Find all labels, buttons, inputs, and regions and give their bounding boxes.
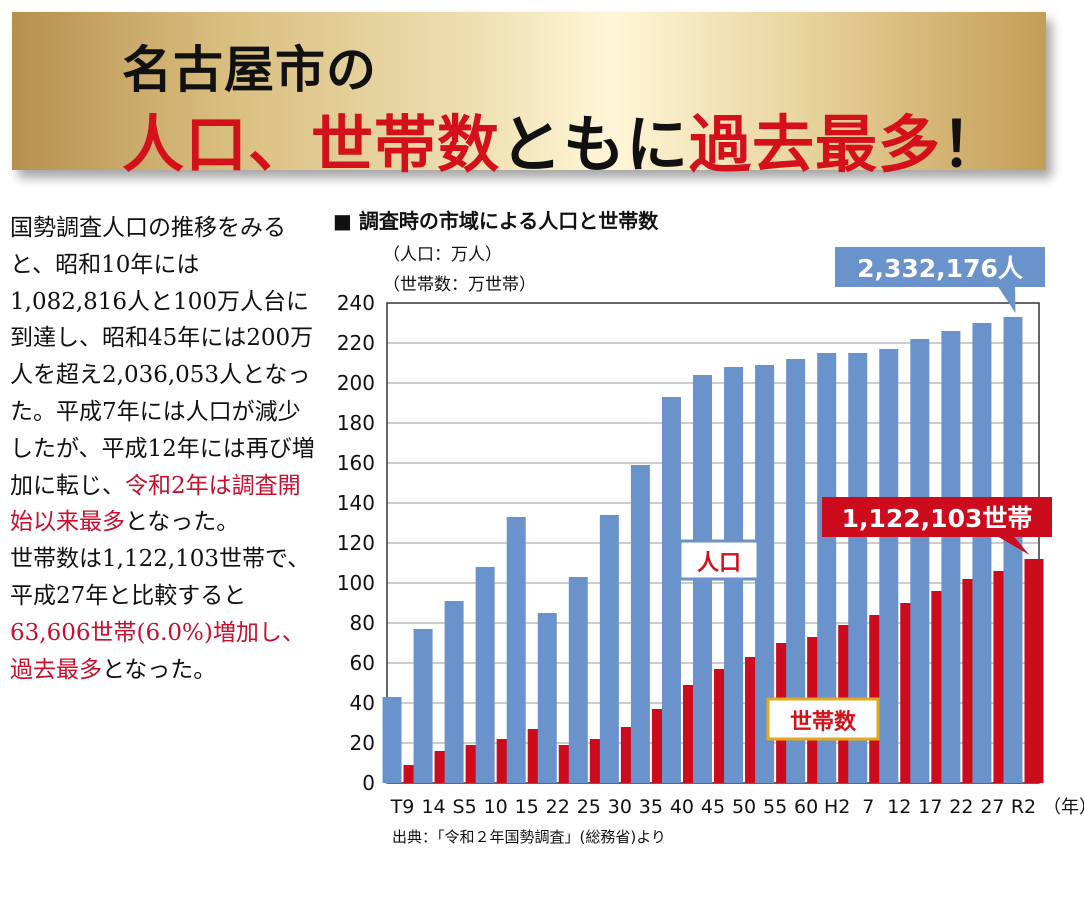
households-label-text: 世帯数 — [790, 709, 857, 735]
y-tick-label: 240 — [337, 291, 375, 315]
y-tick-label: 200 — [337, 371, 375, 395]
x-tick-label: R2 — [1011, 796, 1036, 818]
header-title-exclamation: ！ — [941, 108, 1005, 181]
y-tick-label: 20 — [350, 731, 375, 755]
header-title-record-high: 過去最多 — [689, 108, 942, 181]
x-tick-label: 27 — [980, 796, 1004, 818]
population-bar — [382, 697, 402, 783]
households-bar — [1024, 559, 1044, 783]
households-label-box — [766, 697, 880, 741]
population-bar — [817, 353, 837, 783]
body-text-population: 国勢調査人口の推移をみると、昭和10年には1,082,816人と100万人台に到… — [10, 215, 315, 499]
population-callout-pointer — [995, 282, 1016, 313]
header-title-line1: 名古屋市の — [122, 41, 377, 99]
y-tick-label: 160 — [337, 451, 375, 475]
population-bar — [941, 331, 961, 783]
population-bar — [879, 349, 899, 783]
x-unit-label: （年） — [1043, 797, 1084, 818]
y-tick-label: 120 — [337, 531, 375, 555]
unit-population: （人口：万人） — [383, 245, 502, 265]
y-tick-label: 180 — [337, 411, 375, 435]
population-bar — [848, 353, 868, 783]
x-tick-label: T9 — [390, 796, 415, 818]
population-bar — [630, 465, 650, 783]
population-label-text: 人口 — [697, 551, 741, 576]
population-bar — [537, 613, 557, 783]
x-tick-label: 40 — [670, 796, 694, 818]
source-note: 出典：「令和２年国勢調査」(総務省)より — [392, 828, 666, 846]
body-text-households-end: となった。 — [102, 656, 217, 683]
population-bar — [972, 323, 992, 783]
population-bar — [755, 365, 775, 783]
population-bar — [786, 359, 806, 783]
x-tick-label: 12 — [887, 796, 911, 818]
x-tick-label: 22 — [546, 796, 570, 818]
body-text-households-highlight: 63,606世帯(6.0%)増加し、過去最多 — [10, 619, 305, 683]
population-bar — [568, 577, 588, 783]
x-tick-label: 14 — [421, 796, 445, 818]
chart-title: ■ 調査時の市域による人口と世帯数 — [333, 209, 659, 233]
y-tick-label: 60 — [350, 651, 375, 675]
x-tick-label: 22 — [949, 796, 973, 818]
population-bar — [910, 339, 930, 783]
population-bar — [1003, 317, 1023, 783]
x-tick-label: 10 — [484, 796, 508, 818]
population-bar — [599, 515, 619, 783]
x-tick-label: H2 — [824, 796, 850, 818]
y-tick-label: 40 — [350, 691, 375, 715]
population-callout-box — [835, 247, 1045, 287]
x-tick-label: 50 — [732, 796, 756, 818]
unit-households: （世帯数：万世帯） — [383, 275, 536, 295]
households-callout-text: 1,122,103世帯 — [842, 504, 1033, 533]
population-bar — [413, 629, 433, 783]
plot-frame — [386, 302, 1040, 784]
x-tick-label: 35 — [639, 796, 663, 818]
y-tick-label: 220 — [337, 331, 375, 355]
population-bar — [475, 567, 495, 783]
y-tick-label: 140 — [337, 491, 375, 515]
x-tick-label: 55 — [763, 796, 787, 818]
y-tick-label: 0 — [362, 771, 375, 795]
households-callout-pointer — [990, 532, 1030, 555]
population-bar — [506, 517, 526, 783]
households-callout-box — [822, 497, 1052, 537]
y-tick-label: 80 — [350, 611, 375, 635]
x-tick-label: S5 — [453, 796, 477, 818]
x-tick-label: 17 — [918, 796, 942, 818]
x-tick-label: 30 — [608, 796, 632, 818]
body-text-population-end: となった。 — [125, 509, 240, 536]
header-title-both: ともに — [500, 108, 690, 181]
body-text-population-highlight: 令和2年は調査開始以来最多 — [10, 472, 301, 536]
header-banner: 名古屋市の 人口、世帯数ともに過去最多！ — [12, 12, 1046, 181]
x-tick-label: 15 — [515, 796, 539, 818]
x-tick-label: 25 — [577, 796, 601, 818]
x-tick-label: 45 — [701, 796, 725, 818]
population-label-box — [678, 539, 760, 581]
population-bar — [444, 601, 464, 783]
body-text-households: 世帯数は1,122,103世帯で、平成27年と比較すると — [10, 546, 311, 609]
body-paragraph-population: 国勢調査人口の推移をみると、昭和10年には1,082,816人と100万人台に到… — [10, 210, 315, 541]
x-tick-label: 60 — [794, 796, 818, 818]
header-title-line2: 人口、世帯数ともに過去最多！ — [122, 94, 1004, 184]
population-bar — [661, 397, 681, 783]
x-tick-label: 7 — [862, 796, 874, 818]
body-paragraph-households: 世帯数は1,122,103世帯で、平成27年と比較すると 63,606世帯(6.0… — [10, 541, 315, 688]
y-tick-label: 100 — [337, 571, 375, 595]
body-text: 国勢調査人口の推移をみると、昭和10年には1,082,816人と100万人台に到… — [10, 210, 315, 688]
header-title-population-households: 人口、世帯数 — [122, 108, 501, 181]
population-callout-text: 2,332,176人 — [857, 254, 1023, 283]
